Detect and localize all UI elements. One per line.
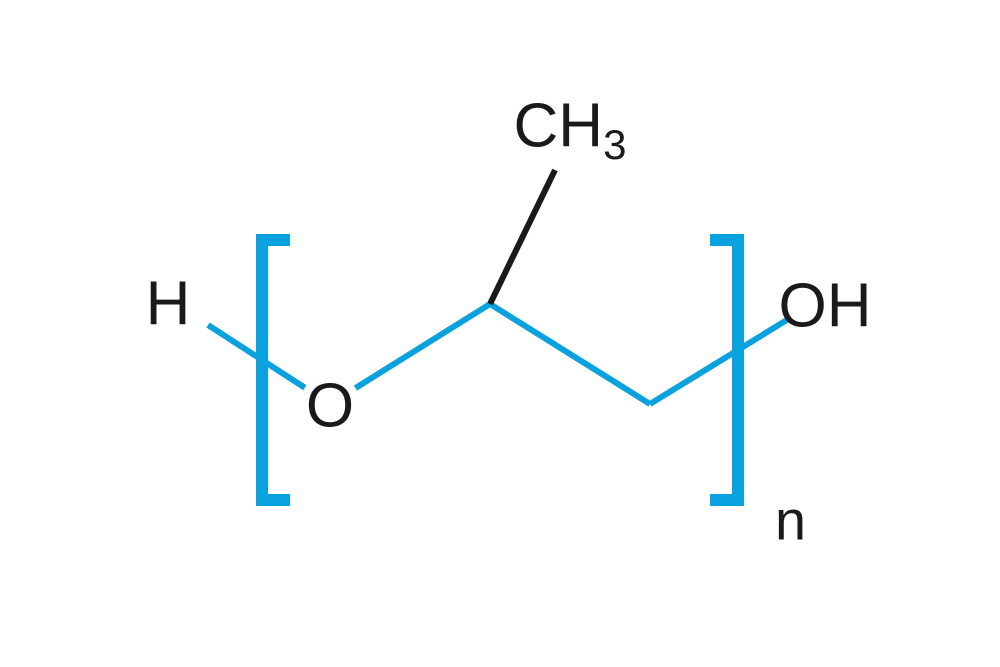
repeat-subscript-n: n bbox=[775, 489, 806, 552]
atom-ch3: CH3 bbox=[514, 91, 627, 168]
bond bbox=[355, 304, 490, 388]
atom-o: O bbox=[306, 371, 354, 440]
bond bbox=[650, 318, 790, 404]
atom-oh: OH bbox=[779, 271, 872, 340]
bond bbox=[490, 170, 555, 304]
atom-h: H bbox=[146, 269, 191, 338]
bond bbox=[490, 304, 650, 404]
chemical-structure-diagram: H O CH3 OH n bbox=[0, 0, 1000, 667]
right-bracket bbox=[710, 240, 738, 500]
